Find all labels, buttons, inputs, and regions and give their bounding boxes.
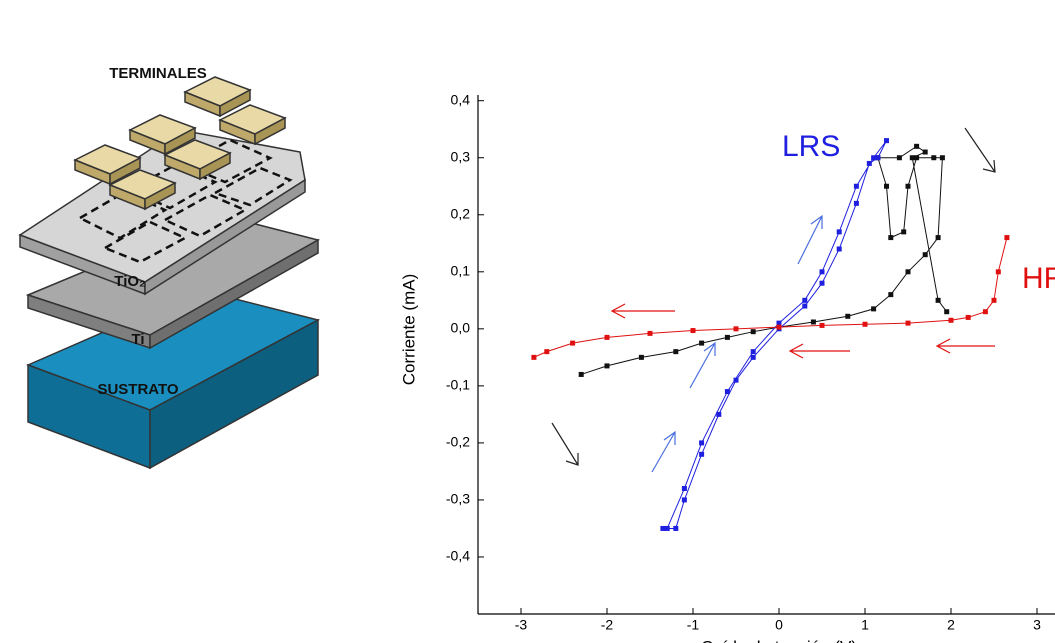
- data-point: [1004, 235, 1009, 240]
- y-tick-label: -0,2: [446, 434, 470, 450]
- data-point: [936, 235, 941, 240]
- data-point: [660, 526, 665, 531]
- data-point: [802, 304, 807, 309]
- data-point: [699, 341, 704, 346]
- data-point: [682, 486, 687, 491]
- x-tick-label: -2: [601, 617, 614, 633]
- y-tick-label: -0,4: [446, 548, 470, 564]
- annotation: LRS: [782, 130, 840, 163]
- x-tick-label: 1: [861, 617, 869, 633]
- data-point: [579, 372, 584, 377]
- data-point: [992, 298, 997, 303]
- data-point: [802, 298, 807, 303]
- data-point: [983, 309, 988, 314]
- data-point: [699, 452, 704, 457]
- data-point: [682, 497, 687, 502]
- y-tick-label: 0,4: [451, 91, 471, 107]
- substrate-label: SUSTRATO: [97, 381, 178, 398]
- y-tick-label: 0,3: [451, 148, 471, 164]
- data-point: [854, 201, 859, 206]
- figure: TERMINALES TiO₂ Ti SUSTRATO -0,4 -0,3 -0,2…: [0, 0, 1055, 643]
- data-point: [897, 155, 902, 160]
- data-point: [906, 321, 911, 326]
- data-point: [996, 269, 1001, 274]
- tio2-label: TiO₂: [114, 273, 145, 290]
- arrows: [552, 128, 995, 472]
- data-point: [888, 235, 893, 240]
- data-point: [665, 526, 670, 531]
- y-tick-label: 0,1: [451, 263, 471, 279]
- data-point: [820, 269, 825, 274]
- ti-label: Ti: [131, 331, 144, 348]
- x-tick-label: 0: [775, 617, 783, 633]
- data-point: [914, 155, 919, 160]
- data-point: [639, 355, 644, 360]
- y-tick-label: 0,0: [451, 320, 471, 336]
- data-point: [966, 315, 971, 320]
- data-point: [673, 349, 678, 354]
- data-point: [875, 155, 880, 160]
- data-point: [906, 269, 911, 274]
- data-point: [544, 349, 549, 354]
- data-point: [751, 329, 756, 334]
- data-point: [906, 184, 911, 189]
- data-point: [884, 138, 889, 143]
- y-axis-label: Corriente (mA): [399, 274, 418, 385]
- data-point: [854, 184, 859, 189]
- x-tick-label: -3: [515, 617, 528, 633]
- data-point: [867, 161, 872, 166]
- data-point: [845, 314, 850, 319]
- data-point: [605, 335, 610, 340]
- data-point: [570, 341, 575, 346]
- data-point: [648, 331, 653, 336]
- data-point: [777, 325, 782, 330]
- x-tick-label: 3: [1033, 617, 1041, 633]
- data-point: [914, 144, 919, 149]
- series-line: [663, 141, 887, 529]
- data-point: [888, 292, 893, 297]
- data-point: [923, 150, 928, 155]
- data-point: [531, 355, 536, 360]
- data-point: [673, 526, 678, 531]
- data-point: [949, 318, 954, 323]
- data-point: [863, 322, 868, 327]
- data-point: [820, 323, 825, 328]
- data-point: [605, 363, 610, 368]
- x-tick-label: -1: [687, 617, 700, 633]
- y-tick-label: -0,3: [446, 491, 470, 507]
- y-tick-label: -0,1: [446, 377, 470, 393]
- data-point: [820, 281, 825, 286]
- data-point: [691, 328, 696, 333]
- x-tick-label: 2: [947, 617, 955, 633]
- layer-diagram: TERMINALES TiO₂ Ti SUSTRATO: [20, 65, 318, 468]
- data-point: [716, 412, 721, 417]
- data-point: [699, 440, 704, 445]
- annotation: HRS: [1022, 262, 1055, 295]
- data-point: [811, 319, 816, 324]
- data-point: [910, 155, 915, 160]
- data-point: [725, 389, 730, 394]
- terminals-label: TERMINALES: [109, 65, 207, 82]
- data-point: [837, 229, 842, 234]
- data-point: [884, 184, 889, 189]
- data-point: [751, 349, 756, 354]
- data-point: [936, 298, 941, 303]
- data-point: [944, 309, 949, 314]
- data-point: [751, 355, 756, 360]
- y-tick-label: 0,2: [451, 205, 471, 221]
- data-point: [734, 326, 739, 331]
- data-point: [871, 306, 876, 311]
- data-point: [871, 155, 876, 160]
- data-point: [725, 335, 730, 340]
- x-axis-label: Caída de tensión (V): [701, 637, 857, 643]
- data-point: [901, 229, 906, 234]
- data-point: [931, 155, 936, 160]
- data-point: [940, 155, 945, 160]
- data-point: [837, 246, 842, 251]
- data-point: [734, 378, 739, 383]
- data-point: [923, 252, 928, 257]
